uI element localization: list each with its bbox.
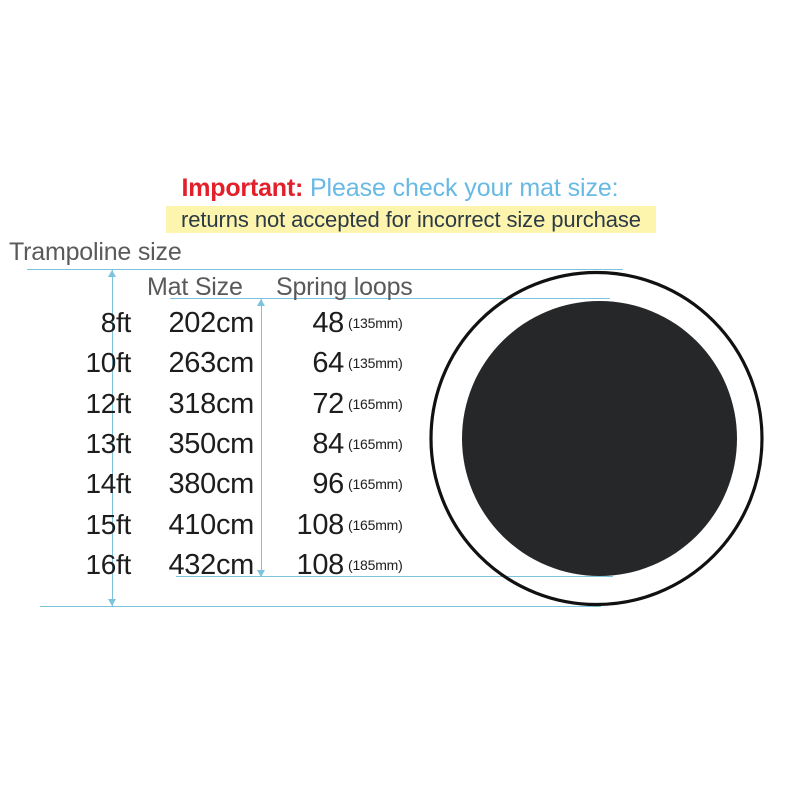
cell-spring-loops: 72 <box>312 387 344 420</box>
dimension-arrow-outer-head-bottom <box>108 599 116 606</box>
cell-spring-loops: 108 <box>296 548 345 581</box>
cell-spring-length: (185mm) <box>348 556 403 573</box>
guide-line-bottom-inner <box>176 576 613 577</box>
notice-headline: Important: Please check your mat size: <box>0 173 800 203</box>
cell-mat-size: 263cm <box>168 347 254 380</box>
table-row: 12ft 318cm 72 (165mm) <box>0 387 460 421</box>
cell-spring-length: (165mm) <box>348 516 403 533</box>
dimension-arrow-inner-head-top <box>257 299 265 306</box>
cell-spring-length: (165mm) <box>348 395 403 412</box>
dimension-arrow-inner <box>261 299 262 577</box>
column-header-spring-loops: Spring loops <box>276 273 413 301</box>
cell-trampoline-size: 16ft <box>85 548 131 580</box>
important-label: Important: <box>181 174 304 202</box>
trampoline-illustration <box>429 270 764 607</box>
cell-spring-loops: 84 <box>312 427 344 460</box>
cell-trampoline-size: 14ft <box>85 468 131 500</box>
dimension-arrow-inner-head-bottom <box>257 570 265 577</box>
cell-mat-size: 410cm <box>168 508 254 541</box>
cell-spring-loops: 96 <box>312 468 344 501</box>
table-row: 16ft 432cm 108 (185mm) <box>0 548 460 582</box>
dimension-arrow-outer <box>112 270 113 606</box>
cell-mat-size: 380cm <box>168 468 254 501</box>
cell-mat-size: 318cm <box>168 387 254 420</box>
cell-spring-loops: 64 <box>312 347 344 380</box>
cell-spring-length: (135mm) <box>348 315 403 331</box>
cell-trampoline-size: 12ft <box>85 387 131 419</box>
cell-trampoline-size: 13ft <box>85 427 131 459</box>
table-row: 8ft 202cm 48 (135mm) <box>0 306 460 340</box>
dimension-arrow-outer-head-top <box>108 270 116 277</box>
page-title: Trampoline size <box>9 238 182 266</box>
guide-line-bottom-outer <box>40 606 601 607</box>
notice-highlight-box: returns not accepted for incorrect size … <box>166 206 656 233</box>
trampoline-frame-ring <box>429 270 764 607</box>
guide-line-top-outer <box>27 269 623 270</box>
cell-spring-length: (165mm) <box>348 476 403 493</box>
table-row: 13ft 350cm 84 (165mm) <box>0 427 460 461</box>
cell-spring-loops: 108 <box>296 508 345 541</box>
table-row: 10ft 263cm 64 (135mm) <box>0 346 460 380</box>
cell-spring-length: (135mm) <box>348 355 403 372</box>
notice-subline: returns not accepted for incorrect size … <box>181 207 641 232</box>
cell-trampoline-size: 10ft <box>85 347 131 379</box>
cell-mat-size: 350cm <box>168 427 254 460</box>
cell-mat-size: 432cm <box>168 548 254 581</box>
cell-spring-length: (165mm) <box>348 435 403 452</box>
guide-line-top-inner <box>170 298 610 299</box>
trampoline-mat-surface <box>462 301 737 576</box>
cell-trampoline-size: 8ft <box>100 307 132 338</box>
cell-trampoline-size: 15ft <box>85 508 131 540</box>
notice-headline-text: Please check your mat size: <box>303 174 619 202</box>
column-header-mat-size: Mat Size <box>147 273 243 301</box>
cell-mat-size: 202cm <box>168 307 254 339</box>
table-row: 15ft 410cm 108 (165mm) <box>0 508 460 542</box>
cell-spring-loops: 48 <box>312 307 344 339</box>
table-row: 14ft 380cm 96 (165mm) <box>0 467 460 501</box>
